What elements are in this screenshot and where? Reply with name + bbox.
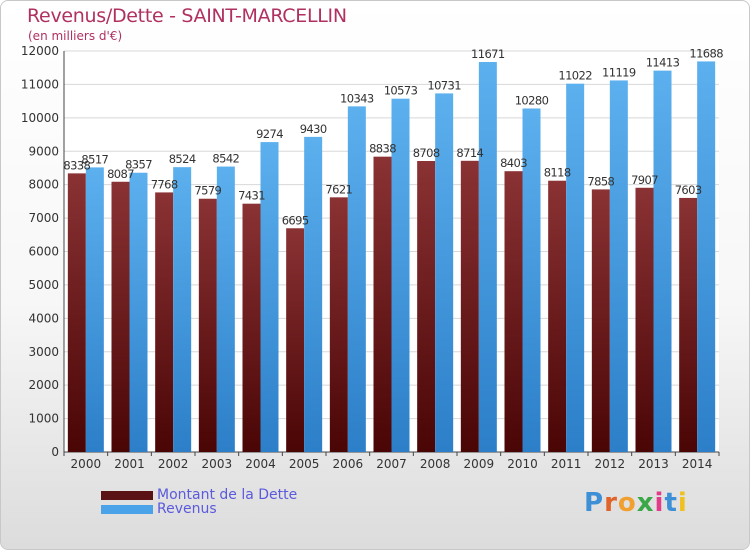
x-tick-label: 2011 — [551, 457, 582, 471]
bar-revenus — [260, 142, 279, 453]
data-label-dette: 6695 — [282, 213, 309, 227]
bar-revenus — [609, 80, 628, 452]
x-tick-label: 2006 — [333, 457, 364, 471]
data-label-dette: 7621 — [325, 182, 352, 196]
x-tick-label: 2014 — [682, 457, 713, 471]
legend-swatch-revenus — [101, 504, 153, 514]
data-label-dette: 8338 — [63, 158, 90, 172]
data-label-dette: 7907 — [631, 173, 658, 187]
data-label-revenus: 9430 — [300, 122, 327, 136]
legend-item-dette: Montant de la Dette — [101, 487, 297, 503]
bar-revenus — [173, 167, 192, 453]
data-label-dette: 7431 — [238, 189, 265, 203]
bar-revenus — [304, 136, 323, 452]
y-tick-label: 5000 — [28, 278, 59, 292]
data-label-revenus: 9274 — [256, 127, 283, 141]
y-tick-label: 4000 — [28, 311, 59, 325]
data-label-dette: 8714 — [456, 146, 483, 160]
bar-dette — [679, 197, 698, 452]
legend-swatch-dette — [101, 490, 153, 500]
data-label-dette: 8708 — [413, 146, 440, 160]
x-tick-label: 2009 — [464, 457, 495, 471]
y-tick-label: 1000 — [28, 412, 59, 426]
y-tick-label: 9000 — [28, 144, 59, 158]
data-label-revenus: 10343 — [340, 91, 374, 105]
data-label-revenus: 10280 — [515, 93, 549, 107]
bar-revenus — [391, 98, 410, 453]
y-tick-label: 11000 — [21, 77, 59, 91]
data-label-revenus: 8542 — [212, 152, 239, 166]
y-tick-label: 7000 — [28, 211, 59, 225]
bar-dette — [286, 228, 305, 452]
data-label-revenus: 10573 — [384, 84, 418, 98]
bar-revenus — [85, 167, 104, 452]
bar-dette — [460, 160, 479, 452]
data-label-revenus: 11119 — [602, 65, 636, 79]
bar-revenus — [478, 61, 497, 453]
data-label-dette: 7858 — [587, 174, 614, 188]
bar-dette — [504, 171, 523, 452]
data-label-dette: 8118 — [544, 166, 571, 180]
data-label-revenus: 11413 — [646, 56, 680, 70]
x-tick-label: 2008 — [420, 457, 451, 471]
proxiti-logo: Proxiti — [584, 488, 688, 518]
data-label-revenus: 8524 — [169, 152, 196, 166]
data-label-revenus: 11688 — [689, 46, 723, 60]
data-label-dette: 7579 — [194, 184, 221, 198]
bar-dette — [635, 187, 654, 452]
data-label-revenus: 11671 — [471, 47, 505, 61]
bar-revenus — [522, 108, 541, 452]
x-tick-label: 2013 — [638, 457, 669, 471]
data-label-dette: 7768 — [151, 177, 178, 191]
legend-item-revenus: Revenus — [101, 501, 217, 517]
data-label-revenus: 8357 — [125, 158, 152, 172]
data-label-dette: 8838 — [369, 142, 396, 156]
bar-dette — [329, 197, 348, 452]
data-label-revenus: 8517 — [81, 152, 108, 166]
bar-revenus — [566, 83, 585, 452]
y-tick-label: 8000 — [28, 178, 59, 192]
bar-dette — [111, 181, 130, 453]
y-tick-label: 10000 — [21, 111, 59, 125]
bar-revenus — [347, 106, 366, 453]
data-label-dette: 8403 — [500, 156, 527, 170]
chart-title: Revenus/Dette - SAINT-MARCELLIN — [27, 5, 347, 27]
x-tick-label: 2012 — [595, 457, 626, 471]
chart-subtitle: (en milliers d'€) — [28, 29, 123, 43]
x-tick-label: 2003 — [202, 457, 233, 471]
y-tick-label: 12000 — [21, 44, 59, 58]
y-tick-label: 6000 — [28, 245, 59, 259]
bar-dette — [67, 173, 86, 452]
bar-dette — [548, 180, 567, 452]
bar-revenus — [653, 70, 672, 452]
y-tick-label: 2000 — [28, 378, 59, 392]
bar-dette — [155, 192, 174, 453]
bar-dette — [373, 156, 392, 452]
data-label-dette: 7603 — [675, 183, 702, 197]
bar-revenus — [129, 172, 148, 452]
x-tick-label: 2001 — [114, 457, 145, 471]
x-tick-label: 2002 — [158, 457, 189, 471]
y-tick-label: 0 — [51, 445, 59, 459]
bar-dette — [591, 189, 610, 452]
bar-dette — [198, 198, 217, 452]
legend-label-revenus: Revenus — [157, 501, 217, 517]
bar-revenus — [216, 166, 235, 452]
bar-dette — [417, 161, 436, 452]
x-tick-label: 2000 — [71, 457, 102, 471]
x-tick-label: 2005 — [289, 457, 320, 471]
x-tick-label: 2007 — [376, 457, 407, 471]
data-label-revenus: 11022 — [558, 69, 592, 83]
data-label-dette: 8087 — [107, 167, 134, 181]
bar-revenus — [435, 93, 454, 452]
x-tick-label: 2010 — [507, 457, 538, 471]
y-tick-label: 3000 — [28, 345, 59, 359]
bar-dette — [242, 203, 261, 452]
legend-label-dette: Montant de la Dette — [157, 487, 298, 503]
bar-revenus — [697, 61, 716, 453]
x-tick-label: 2004 — [245, 457, 276, 471]
data-label-revenus: 10731 — [427, 78, 461, 92]
